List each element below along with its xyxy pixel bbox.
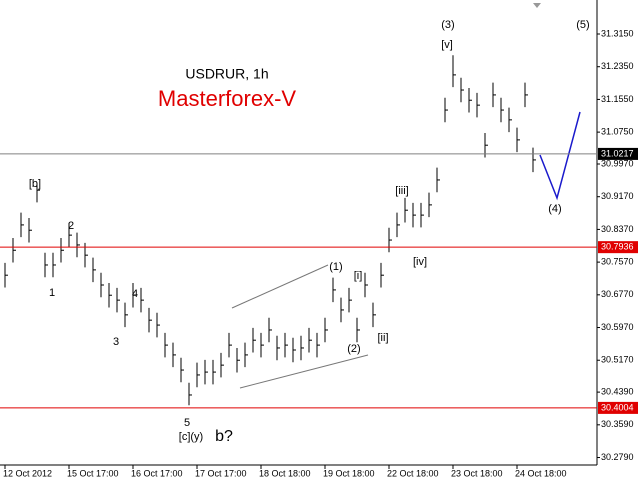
wave-label: (3): [441, 19, 454, 31]
wave-label: [iv]: [413, 256, 427, 268]
price-tag-label: 31.0217: [601, 148, 634, 158]
x-tick-label: 12 Oct 2012: [3, 468, 52, 478]
x-tick-label: 24 Oct 18:00: [515, 468, 567, 478]
wedge-line: [239, 354, 369, 389]
projection-line: [539, 111, 581, 201]
x-tick-label: 23 Oct 18:00: [451, 468, 503, 478]
wave-label: 3: [113, 336, 119, 348]
y-tick-label: 31.0750: [601, 126, 634, 136]
y-tick-label: 30.9170: [601, 191, 634, 201]
price-tag: [598, 241, 638, 254]
wave-label: [iii]: [395, 185, 408, 197]
x-tick-label: 19 Oct 18:00: [323, 468, 375, 478]
x-tick-label: 18 Oct 18:00: [259, 468, 311, 478]
wave-label: (2): [347, 343, 360, 355]
y-tick-label: 30.4390: [601, 386, 634, 396]
wave-label: 4: [132, 288, 138, 300]
wave-label: 2: [68, 220, 74, 232]
y-tick-label: 31.3150: [601, 28, 634, 38]
wave-label: [i]: [354, 270, 363, 282]
y-tick-label: 30.6770: [601, 289, 634, 299]
wave-label: [b]: [29, 178, 41, 190]
wave-label: (4): [548, 203, 561, 215]
price-tag-label: 30.4004: [601, 402, 634, 412]
price-tag: [598, 147, 638, 160]
y-tick-label: 30.3590: [601, 419, 634, 429]
x-tick-label: 17 Oct 17:00: [195, 468, 247, 478]
wave-label: (1): [329, 261, 342, 273]
x-tick-label: 22 Oct 18:00: [387, 468, 439, 478]
y-tick-label: 31.2350: [601, 61, 634, 71]
wedge-line: [231, 264, 329, 309]
wave-label: (5): [576, 19, 589, 31]
wave-label: [ii]: [378, 332, 389, 344]
price-tag-label: 30.7936: [601, 242, 634, 252]
y-tick-label: 31.1550: [601, 94, 634, 104]
y-tick-label: 30.9970: [601, 158, 634, 168]
wave-label: [v]: [441, 39, 453, 51]
y-tick-label: 30.8370: [601, 224, 634, 234]
y-tick-label: 30.5970: [601, 322, 634, 332]
wave-label: [c](y): [179, 431, 203, 443]
price-tag: [598, 401, 638, 414]
symbol-label: USDRUR, 1h: [185, 66, 268, 82]
chart-title: Masterforex-V: [158, 86, 296, 111]
wave-label: 1: [49, 287, 55, 299]
wave-label: 5: [184, 417, 190, 429]
x-tick-label: 15 Oct 17:00: [67, 468, 119, 478]
shift-marker: [533, 3, 541, 8]
x-tick-label: 16 Oct 17:00: [131, 468, 183, 478]
y-tick-label: 30.5170: [601, 355, 634, 365]
wave-label: b?: [215, 428, 233, 445]
y-tick-label: 30.2790: [601, 452, 634, 462]
y-tick-label: 30.7570: [601, 256, 634, 266]
